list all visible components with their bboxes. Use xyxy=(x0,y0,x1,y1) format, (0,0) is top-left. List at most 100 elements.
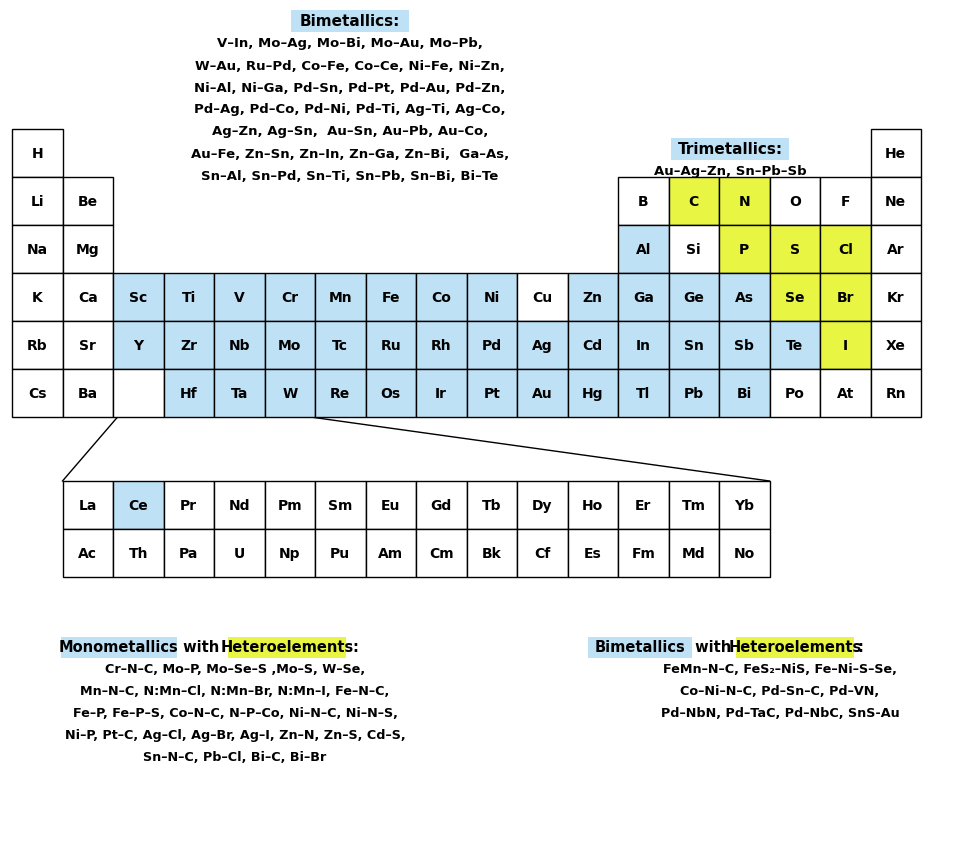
Text: F: F xyxy=(840,194,850,209)
Bar xyxy=(769,274,820,322)
Bar xyxy=(12,226,62,274)
Text: V–In, Mo–Ag, Mo–Bi, Mo–Au, Mo–Pb,: V–In, Mo–Ag, Mo–Bi, Mo–Au, Mo–Pb, xyxy=(217,38,483,50)
Text: Ni: Ni xyxy=(483,291,500,305)
Text: Pb: Pb xyxy=(683,386,703,401)
Text: Ga: Ga xyxy=(633,291,654,305)
Bar xyxy=(669,177,719,226)
Text: Fm: Fm xyxy=(632,547,656,560)
Text: N: N xyxy=(739,194,750,209)
Bar xyxy=(164,369,214,417)
Text: Tb: Tb xyxy=(482,498,501,513)
Bar xyxy=(416,322,466,369)
Bar xyxy=(315,481,366,530)
Text: Gd: Gd xyxy=(431,498,452,513)
Bar xyxy=(671,139,789,161)
Text: Os: Os xyxy=(381,386,401,401)
Bar xyxy=(214,322,264,369)
Text: Te: Te xyxy=(786,339,803,352)
Bar xyxy=(466,274,517,322)
Text: Ar: Ar xyxy=(887,243,904,257)
Bar xyxy=(164,274,214,322)
Text: Rb: Rb xyxy=(27,339,48,352)
Bar xyxy=(669,530,719,577)
Bar xyxy=(264,322,315,369)
Text: Mo: Mo xyxy=(278,339,301,352)
Text: Ru: Ru xyxy=(381,339,401,352)
Text: Mg: Mg xyxy=(76,243,100,257)
Text: Ir: Ir xyxy=(435,386,447,401)
Text: Po: Po xyxy=(785,386,805,401)
Text: Na: Na xyxy=(27,243,48,257)
Bar xyxy=(62,481,113,530)
Bar xyxy=(315,369,366,417)
Text: Sn: Sn xyxy=(684,339,703,352)
Text: At: At xyxy=(836,386,854,401)
Text: Pr: Pr xyxy=(180,498,197,513)
Text: He: He xyxy=(885,147,906,161)
Text: Si: Si xyxy=(686,243,701,257)
Bar xyxy=(588,636,692,658)
Text: :: : xyxy=(352,640,358,655)
Bar xyxy=(264,274,315,322)
Text: Np: Np xyxy=(279,547,300,560)
Text: Ag: Ag xyxy=(532,339,552,352)
Text: Tl: Tl xyxy=(636,386,651,401)
Bar xyxy=(291,11,409,33)
Text: Bimetallics:: Bimetallics: xyxy=(300,15,400,30)
Bar xyxy=(669,481,719,530)
Bar xyxy=(871,274,921,322)
Text: Pt: Pt xyxy=(483,386,501,401)
Bar xyxy=(264,530,315,577)
Text: Heteroelements: Heteroelements xyxy=(220,640,354,655)
Bar xyxy=(736,636,854,658)
Bar xyxy=(568,322,618,369)
Text: Dy: Dy xyxy=(532,498,552,513)
Bar xyxy=(62,530,113,577)
Text: Hf: Hf xyxy=(180,386,197,401)
Text: with: with xyxy=(690,640,736,655)
Bar xyxy=(466,530,517,577)
Text: C: C xyxy=(689,194,699,209)
Text: O: O xyxy=(789,194,801,209)
Text: Ac: Ac xyxy=(78,547,98,560)
Text: Kr: Kr xyxy=(887,291,904,305)
Bar xyxy=(618,369,669,417)
Text: As: As xyxy=(735,291,754,305)
Bar xyxy=(618,322,669,369)
Bar xyxy=(618,226,669,274)
Text: Pd–Ag, Pd–Co, Pd–Ni, Pd–Ti, Ag–Ti, Ag–Co,: Pd–Ag, Pd–Co, Pd–Ni, Pd–Ti, Ag–Ti, Ag–Co… xyxy=(194,103,506,116)
Text: Sm: Sm xyxy=(328,498,352,513)
Bar xyxy=(618,177,669,226)
Bar xyxy=(264,369,315,417)
Bar xyxy=(820,369,871,417)
Bar xyxy=(12,177,62,226)
Bar xyxy=(164,322,214,369)
Bar xyxy=(113,530,164,577)
Text: Pm: Pm xyxy=(278,498,302,513)
Text: Sn–Al, Sn–Pd, Sn–Ti, Sn–Pb, Sn–Bi, Bi–Te: Sn–Al, Sn–Pd, Sn–Ti, Sn–Pb, Sn–Bi, Bi–Te xyxy=(201,169,499,183)
Bar xyxy=(62,322,113,369)
Text: Pd: Pd xyxy=(481,339,501,352)
Text: Md: Md xyxy=(682,547,705,560)
Text: Ni–Al, Ni–Ga, Pd–Sn, Pd–Pt, Pd–Au, Pd–Zn,: Ni–Al, Ni–Ga, Pd–Sn, Pd–Pt, Pd–Au, Pd–Zn… xyxy=(194,81,505,95)
Text: :: : xyxy=(857,640,863,655)
Text: Bimetallics: Bimetallics xyxy=(594,640,685,655)
Bar xyxy=(315,274,366,322)
Bar xyxy=(113,322,164,369)
Text: Br: Br xyxy=(836,291,854,305)
Text: Sr: Sr xyxy=(79,339,97,352)
Text: Cu: Cu xyxy=(532,291,552,305)
Text: Ge: Ge xyxy=(683,291,704,305)
Text: Co–Ni–N–C, Pd–Sn–C, Pd–VN,: Co–Ni–N–C, Pd–Sn–C, Pd–VN, xyxy=(680,685,879,698)
Text: Bk: Bk xyxy=(482,547,501,560)
Bar xyxy=(871,177,921,226)
Bar xyxy=(820,226,871,274)
Text: Sb: Sb xyxy=(734,339,754,352)
Bar xyxy=(719,322,769,369)
Bar xyxy=(517,274,568,322)
Bar xyxy=(466,481,517,530)
Bar xyxy=(769,177,820,226)
Bar xyxy=(719,369,769,417)
Bar xyxy=(568,274,618,322)
Bar xyxy=(62,177,113,226)
